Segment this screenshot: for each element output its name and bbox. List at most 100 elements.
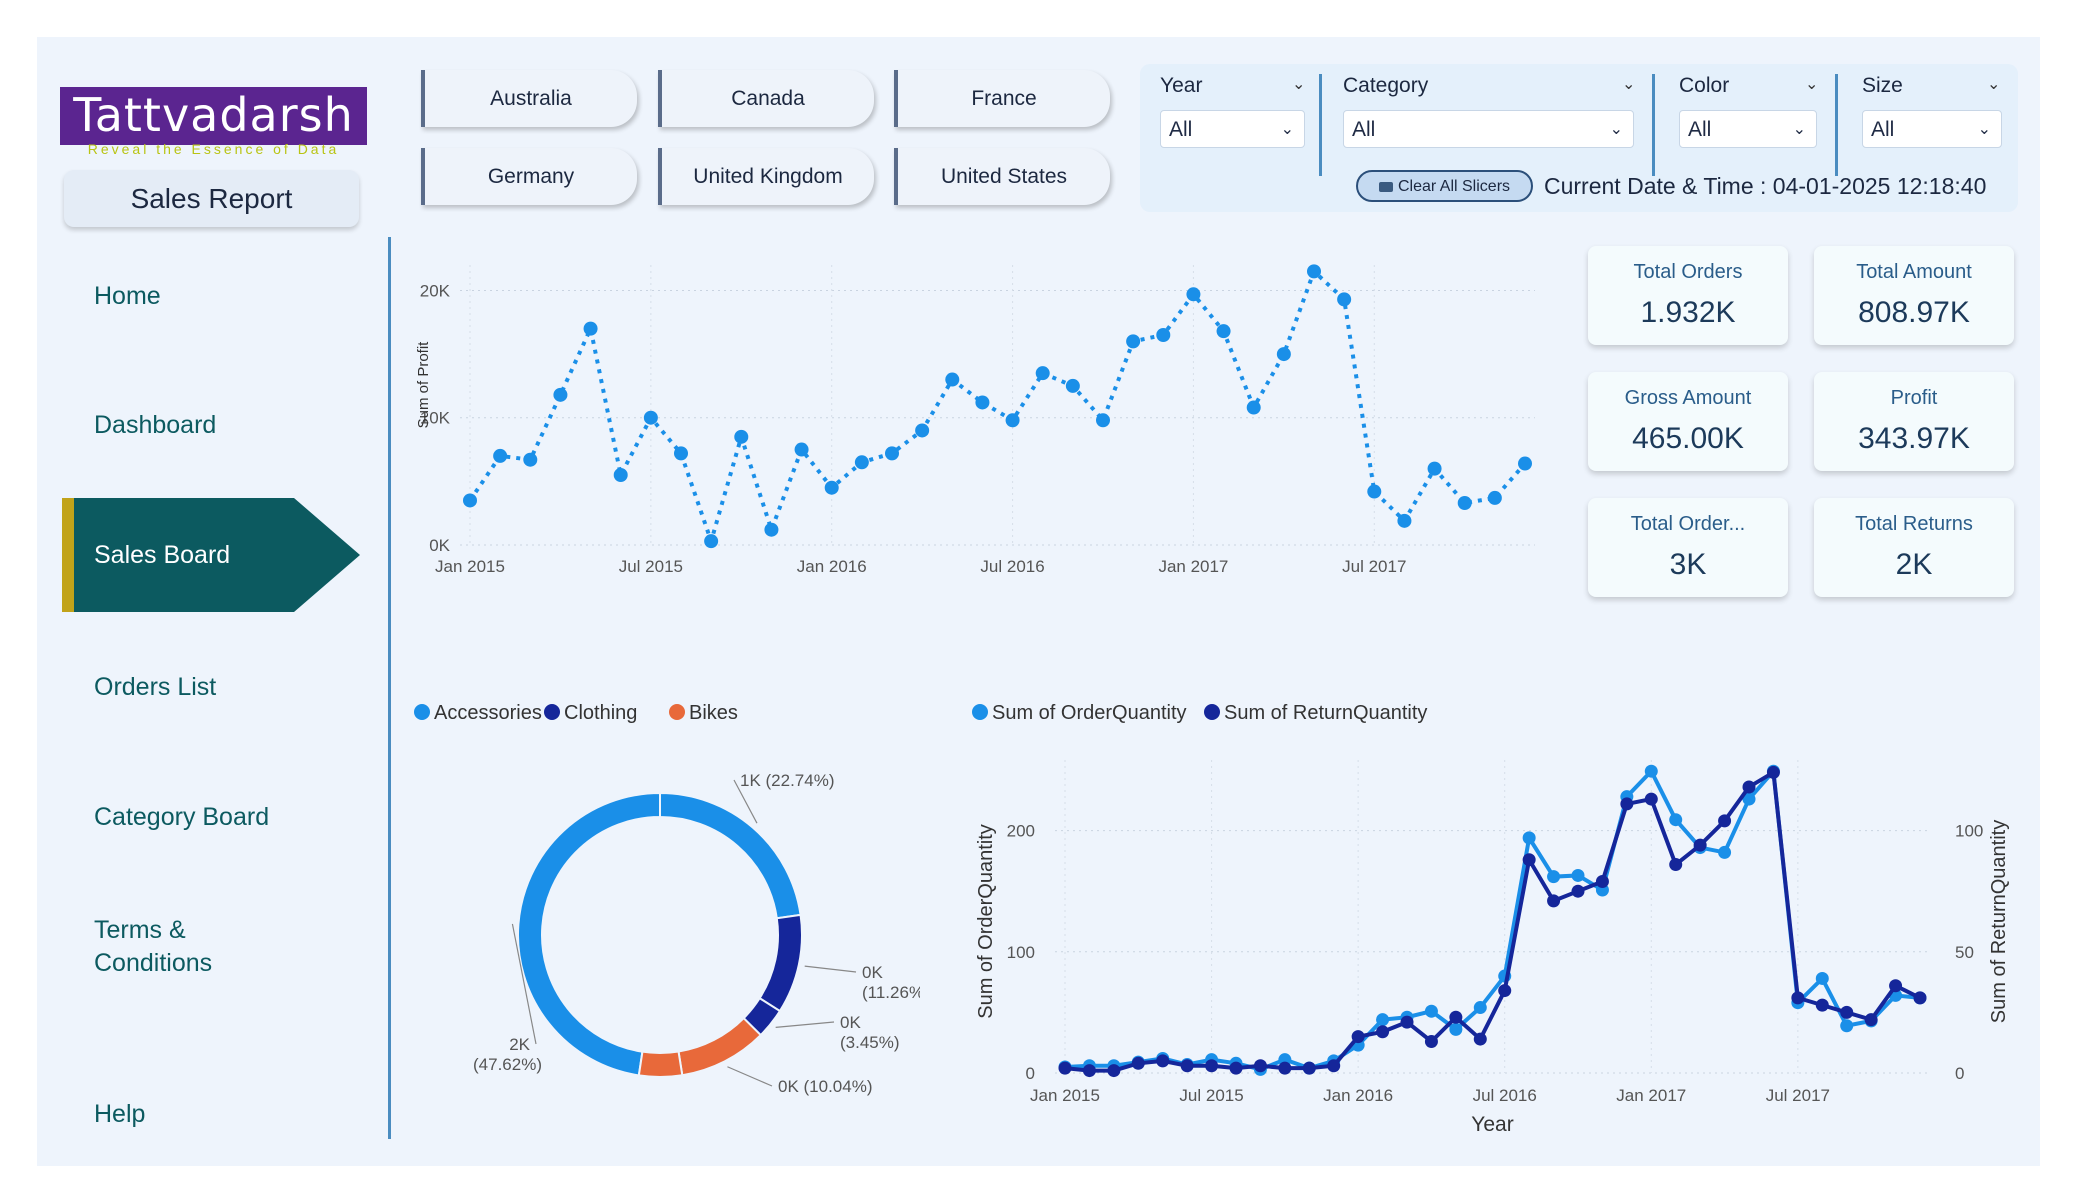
order-quantity-point [1840, 1019, 1854, 1033]
slice-label-percent: (11.26%) [862, 983, 920, 1002]
country-button-united-states[interactable]: United States [894, 148, 1110, 205]
y2-tick-label: 100 [1955, 822, 1983, 841]
dashboard-canvas: Tattvadarsh Reveal the Essence of Data S… [37, 37, 2040, 1166]
category-dropdown[interactable]: All ⌄ [1343, 110, 1634, 148]
y-axis-label: Sum of Profit [415, 341, 432, 429]
nav-sales-board[interactable]: Sales Board [62, 498, 360, 612]
nav-orders-list[interactable]: Orders List [94, 673, 217, 701]
order-quantity-point [1473, 1001, 1487, 1015]
return-quantity-point [1351, 1030, 1365, 1044]
size-dropdown[interactable]: All ⌄ [1862, 110, 2002, 148]
return-quantity-point [1889, 979, 1903, 993]
slice-label-percent: (47.62%) [473, 1055, 542, 1074]
slice-label: 0K [840, 1013, 861, 1032]
country-button-australia[interactable]: Australia [421, 70, 637, 127]
clear-all-slicers-button[interactable]: Clear All Slicers [1356, 170, 1533, 202]
slicer-divider [1319, 74, 1322, 176]
slice-label: 0K [862, 963, 883, 982]
kpi-card-total-returns: Total Returns 2K [1814, 498, 2014, 597]
return-quantity-line [1064, 769, 1921, 1073]
x-tick-label: Jul 2015 [1179, 1086, 1243, 1105]
profit-data-point [674, 446, 688, 461]
nav-home[interactable]: Home [94, 282, 161, 310]
slice-label: 0K (10.04%) [778, 1077, 873, 1096]
brand-logo: Tattvadarsh [60, 87, 367, 145]
profit-line-chart: 0K 10K 20K Jan 2015 Jul 2015 Jan 2016 Jul 2016… [415, 264, 1535, 575]
return-quantity-point [1620, 797, 1634, 811]
country-button-canada[interactable]: Canada [658, 70, 874, 127]
slice-leader-line [733, 779, 758, 824]
return-quantity-point [1400, 1015, 1414, 1029]
return-quantity-point [1595, 875, 1609, 889]
donut-slice [758, 913, 803, 1013]
profit-data-point [1246, 400, 1261, 415]
nav-terms-line1: Terms & [94, 916, 186, 944]
profit-data-point [463, 493, 477, 508]
chevron-down-icon[interactable]: ⌄ [1622, 76, 1636, 93]
return-quantity-point [1815, 998, 1829, 1012]
donut-slice [637, 1050, 684, 1078]
legend-marker [669, 704, 685, 720]
profit-data-point [1307, 264, 1321, 279]
chevron-down-icon: ⌄ [1609, 121, 1623, 138]
kpi-title: Profit [1890, 387, 1938, 409]
return-quantity-point [1082, 1064, 1096, 1078]
y2-tick-label: 0 [1955, 1064, 1964, 1083]
year-dropdown[interactable]: All ⌄ [1160, 110, 1305, 148]
profit-data-point [1156, 328, 1171, 342]
order-quantity-point [1718, 845, 1732, 859]
clear-all-slicers-label: Clear All Slicers [1397, 178, 1511, 195]
x-tick-label: Jul 2016 [980, 557, 1044, 575]
return-quantity-point [1547, 894, 1561, 908]
nav-sales-board-label: Sales Board [94, 541, 231, 569]
profit-data-point [1126, 334, 1141, 349]
x-tick-label: Jan 2015 [435, 557, 505, 575]
chevron-down-icon[interactable]: ⌄ [1805, 76, 1819, 93]
profit-data-point [523, 452, 538, 467]
chevron-down-icon[interactable]: ⌄ [1292, 76, 1306, 93]
kpi-value: 3K [1669, 548, 1707, 581]
profit-data-point [794, 442, 809, 457]
country-button-united-kingdom[interactable]: United Kingdom [658, 148, 874, 205]
kpi-title: Total Orders [1633, 261, 1743, 283]
donut-slice [677, 1016, 763, 1077]
profit-data-point [885, 446, 899, 461]
sidebar-divider [388, 237, 391, 1139]
order-quantity-point [1644, 764, 1658, 778]
nav-terms-conditions[interactable]: Terms & Conditions [94, 916, 212, 978]
profit-data-point [1397, 513, 1412, 528]
profit-data-point [764, 522, 779, 537]
y-axis-label: Sum of OrderQuantity [975, 824, 997, 1019]
profit-data-point [824, 480, 839, 495]
chevron-down-icon: ⌄ [1792, 121, 1806, 138]
kpi-title: Gross Amount [1624, 387, 1752, 409]
x-tick-label: Jan 2016 [797, 557, 867, 575]
return-quantity-point [1913, 991, 1927, 1005]
chevron-down-icon[interactable]: ⌄ [1987, 76, 2001, 93]
y2-axis-label: Sum of ReturnQuantity [1988, 820, 2010, 1023]
nav-help[interactable]: Help [94, 1100, 146, 1128]
kpi-value: 2K [1895, 548, 1933, 581]
profit-data-point [493, 448, 508, 463]
year-slicer-label: Year [1160, 74, 1203, 97]
quantity-line-chart: Sum of OrderQuantity Sum of ReturnQuantit… [972, 702, 2010, 1136]
country-button-germany[interactable]: Germany [421, 148, 637, 205]
slicer-panel: Year ⌄ All ⌄ Category ⌄ All ⌄ Color ⌄ Al… [1140, 64, 2018, 212]
return-quantity-point [1376, 1025, 1390, 1039]
profit-data-point [1005, 413, 1020, 428]
return-quantity-point [1205, 1059, 1219, 1073]
slice-label-percent: (3.45%) [840, 1033, 900, 1052]
donut-slice [517, 791, 661, 1077]
order-quantity-line [1064, 766, 1921, 1072]
profit-data-point [1518, 456, 1532, 471]
return-quantity-point [1449, 1010, 1463, 1024]
order-quantity-point [1522, 831, 1536, 845]
order-quantity-point [1547, 870, 1561, 884]
report-title-button[interactable]: Sales Report [64, 170, 359, 227]
legend-label: Bikes [689, 702, 738, 724]
nav-category-board[interactable]: Category Board [94, 803, 270, 831]
color-dropdown[interactable]: All ⌄ [1679, 110, 1817, 148]
country-button-france[interactable]: France [894, 70, 1110, 127]
nav-dashboard[interactable]: Dashboard [94, 411, 217, 439]
kpi-card-gross-amount: Gross Amount 465.00K [1588, 372, 1788, 471]
